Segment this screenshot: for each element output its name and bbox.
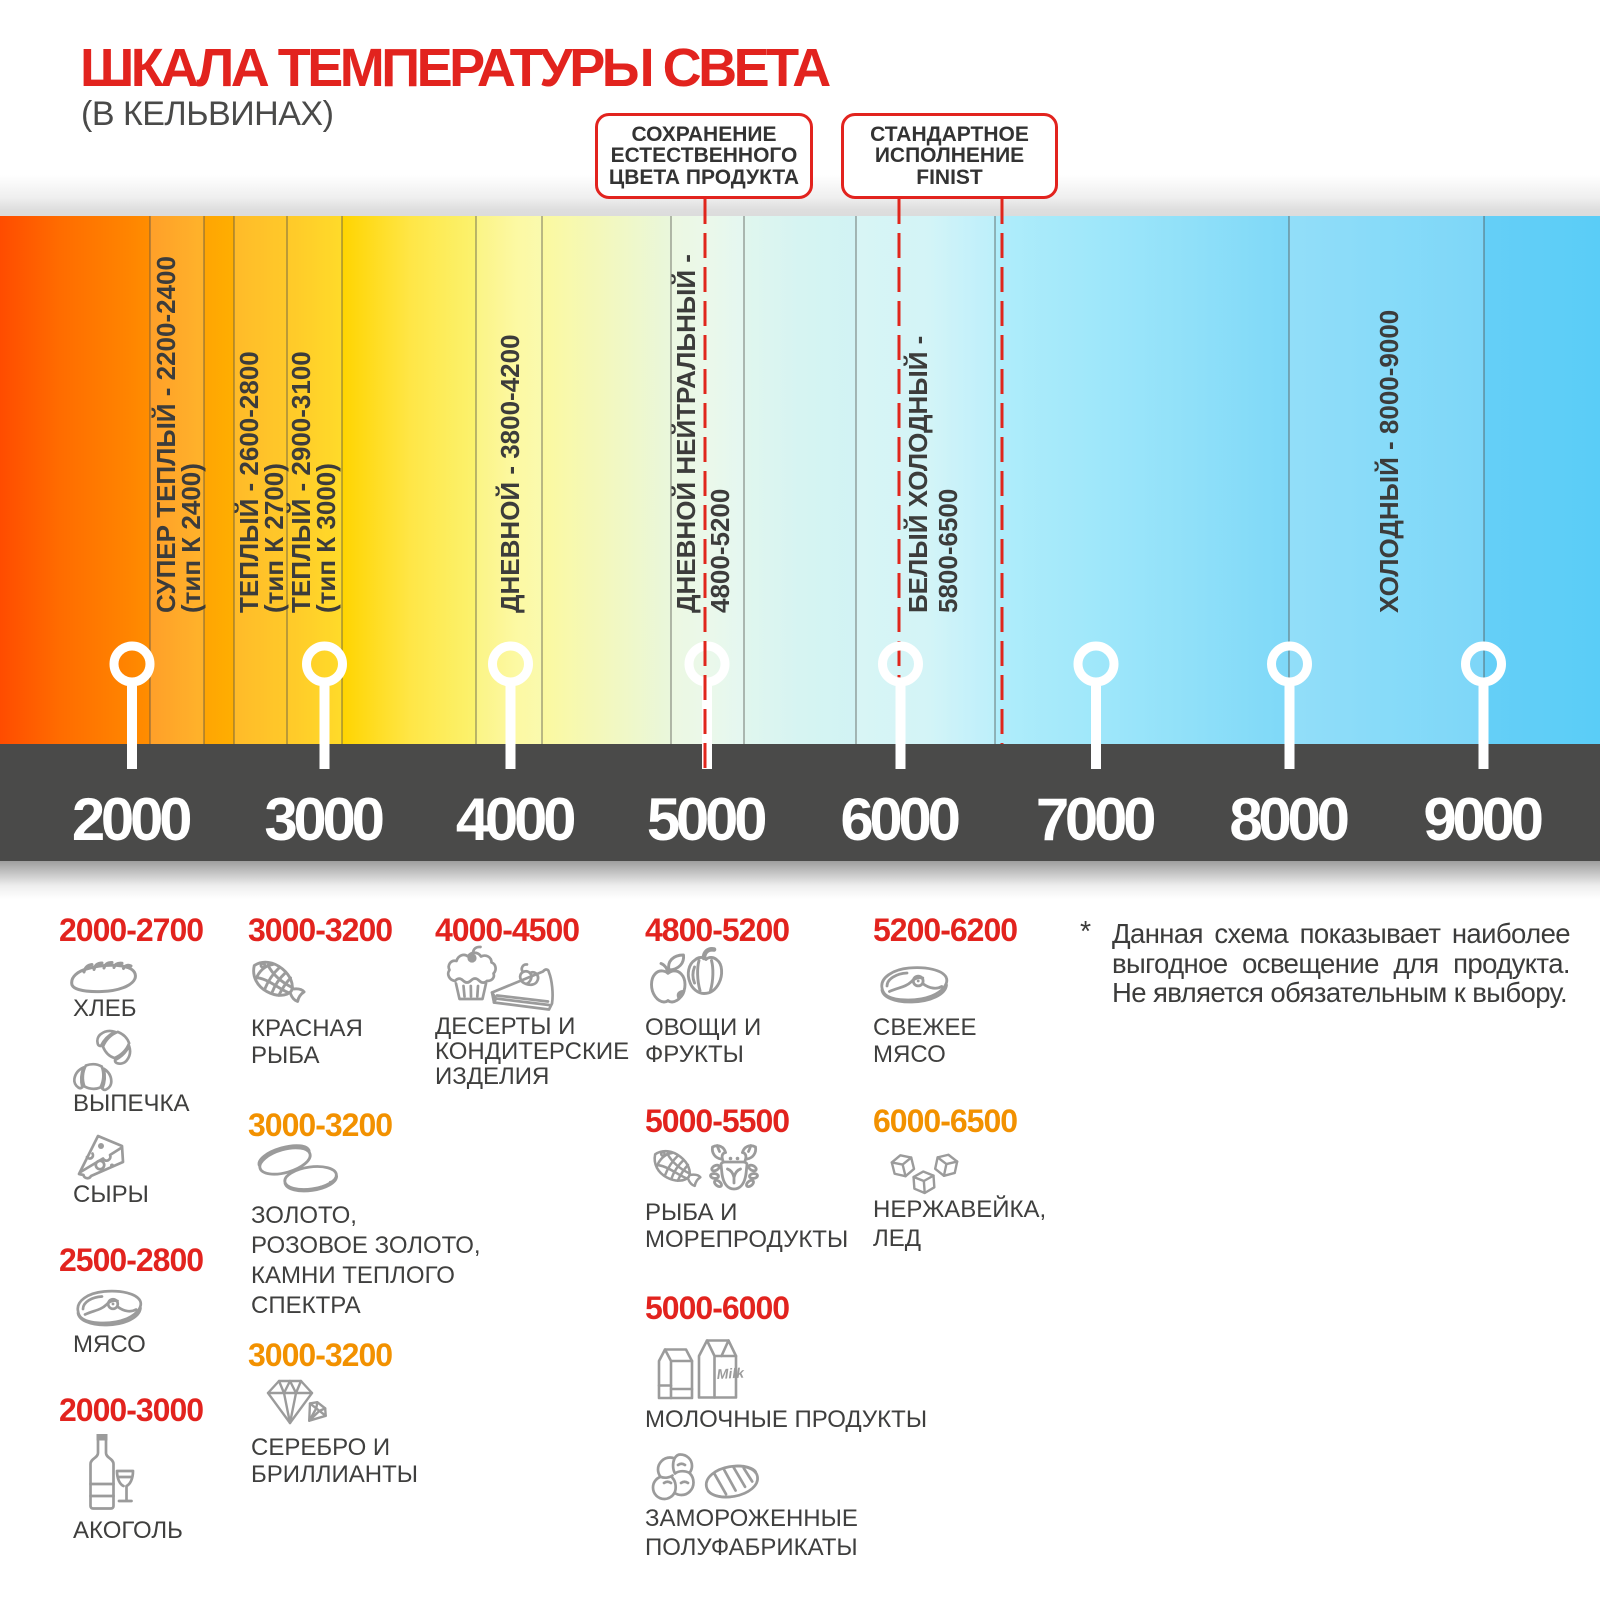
- svg-text:(тип К 2700): (тип К 2700): [259, 463, 289, 613]
- svg-text:5000: 5000: [647, 786, 765, 853]
- svg-text:8000: 8000: [1229, 786, 1347, 853]
- svg-text:ДНЕВНОЙ - 3800-4200: ДНЕВНОЙ - 3800-4200: [495, 334, 525, 613]
- svg-text:4800-5200: 4800-5200: [705, 489, 735, 613]
- svg-text:7000: 7000: [1036, 786, 1154, 853]
- svg-text:3000: 3000: [264, 786, 382, 853]
- svg-text:(тип К 3000): (тип К 3000): [311, 463, 341, 613]
- svg-text:БЕЛЫЙ ХОЛОДНЫЙ -: БЕЛЫЙ ХОЛОДНЫЙ -: [903, 336, 933, 613]
- svg-text:2000: 2000: [72, 786, 190, 853]
- svg-text:4000: 4000: [456, 786, 574, 853]
- svg-text:ТЕПЛЫЙ - 2600-2800: ТЕПЛЫЙ - 2600-2800: [234, 351, 264, 613]
- svg-text:(тип К 2400): (тип К 2400): [176, 463, 206, 613]
- svg-text:ХОЛОДНЫЙ - 8000-9000: ХОЛОДНЫЙ - 8000-9000: [1374, 310, 1404, 613]
- svg-text:ДНЕВНОЙ НЕЙТРАЛЬНЫЙ -: ДНЕВНОЙ НЕЙТРАЛЬНЫЙ -: [671, 254, 701, 613]
- svg-text:9000: 9000: [1423, 786, 1541, 853]
- svg-text:СУПЕР ТЕПЛЫЙ - 2200-2400: СУПЕР ТЕПЛЫЙ - 2200-2400: [151, 256, 181, 613]
- svg-text:Milk: Milk: [716, 1365, 745, 1382]
- svg-text:6000: 6000: [840, 786, 958, 853]
- svg-text:5800-6500: 5800-6500: [933, 489, 963, 613]
- svg-text:ТЕПЛЫЙ - 2900-3100: ТЕПЛЫЙ - 2900-3100: [286, 351, 316, 613]
